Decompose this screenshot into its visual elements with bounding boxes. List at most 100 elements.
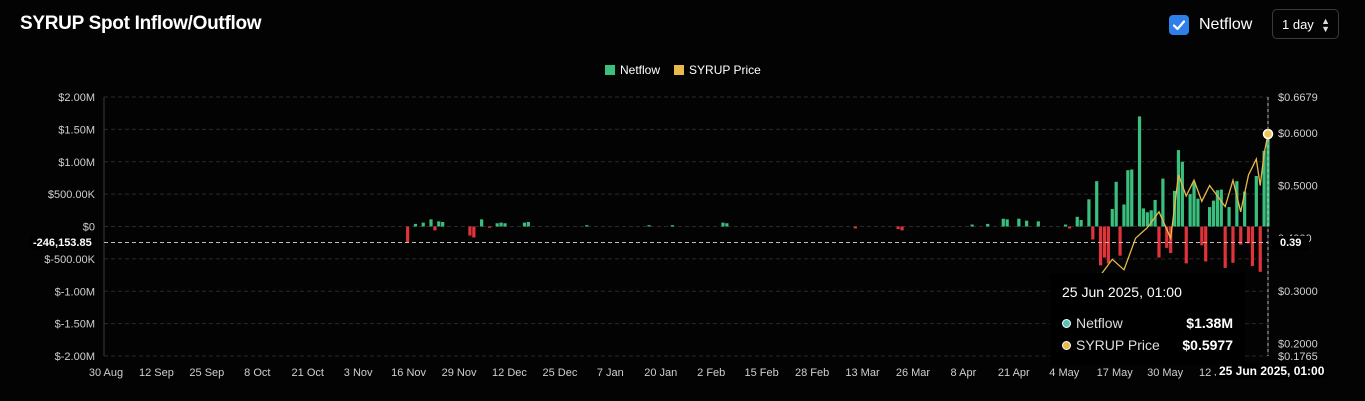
outflow-bar <box>1184 226 1188 264</box>
x-tick-label: 21 Apr <box>998 367 1030 379</box>
outflow-bar <box>1102 226 1107 258</box>
x-tick-label: 13 Mar <box>845 367 880 379</box>
legend-item-price[interactable]: SYRUP Price <box>674 63 761 77</box>
inflow-bar <box>413 223 418 227</box>
outflow-bar <box>468 226 472 236</box>
crosshair-right-value: 0.39 <box>1272 236 1310 250</box>
inflow-bar <box>970 224 974 227</box>
outflow-bar <box>1157 226 1161 258</box>
outflow-bar <box>1165 226 1169 248</box>
outflow-bar <box>1106 226 1110 264</box>
inflow-bar <box>585 225 589 227</box>
inflow-bar <box>1036 221 1040 227</box>
inflow-bar <box>1145 212 1149 227</box>
outflow-bar <box>853 226 857 229</box>
inflow-bar <box>1227 207 1231 227</box>
inflow-bar <box>1192 181 1196 227</box>
x-tick-label: 21 Oct <box>292 367 324 379</box>
x-tick-label: 8 Apr <box>951 367 977 379</box>
outflow-bar <box>1239 226 1243 245</box>
x-tick-label: 25 Sep <box>189 367 224 379</box>
x-tick-label: 15 Feb <box>745 367 779 379</box>
inflow-bar <box>1130 169 1134 227</box>
crosshair-y-value: -246,153.85 <box>30 236 95 250</box>
x-tick-label: 26 Mar <box>896 367 931 379</box>
outflow-bar <box>1067 226 1072 229</box>
tooltip-label-price: SYRUP Price <box>1076 337 1160 353</box>
y-tick-label: $2.00M <box>58 92 95 104</box>
outflow-bar <box>472 226 476 238</box>
inflow-bar <box>1149 210 1153 227</box>
inflow-bar <box>1180 161 1184 227</box>
inflow-bar <box>1063 224 1068 227</box>
inflow-bar <box>1211 200 1216 227</box>
x-tick-label: 16 Nov <box>391 367 426 379</box>
inflow-bar <box>421 222 425 227</box>
interval-select[interactable]: 1 day ▲ ▼ <box>1272 9 1339 39</box>
legend-label-netflow: Netflow <box>620 63 661 77</box>
outflow-bar <box>1231 226 1235 263</box>
x-tick-label: 20 Jan <box>644 367 677 379</box>
outflow-bar <box>406 226 410 243</box>
outflow-bar <box>896 226 900 230</box>
outflow-bar <box>1200 226 1204 246</box>
outflow-bar <box>900 226 904 231</box>
x-tick-label: 8 Oct <box>244 367 270 379</box>
inflow-bar <box>1110 209 1114 227</box>
inflow-bar <box>526 221 530 227</box>
price-dot-icon <box>1062 340 1071 350</box>
x-tick-label: 12 Dec <box>492 367 527 379</box>
x-tick-label: 30 May <box>1147 367 1184 379</box>
outflow-bar <box>1258 226 1262 272</box>
outflow-bar <box>1250 226 1255 266</box>
inflow-bar <box>1141 208 1146 227</box>
outflow-bar <box>1118 226 1122 256</box>
inflow-bar <box>437 221 441 227</box>
inflow-bar <box>1087 199 1091 227</box>
netflow-checkbox[interactable] <box>1169 15 1189 35</box>
netflow-dot-icon <box>1062 318 1071 328</box>
outflow-bar <box>1099 226 1103 266</box>
inflow-bar <box>1219 189 1223 227</box>
y-tick-label: $-1.50M <box>55 319 95 331</box>
outflow-bar <box>1246 226 1251 244</box>
y-tick-label: $1.50M <box>58 124 95 136</box>
inflow-bar <box>986 223 990 227</box>
inflow-bar <box>670 225 674 227</box>
check-icon <box>1172 20 1186 31</box>
x-tick-label: 3 Nov <box>344 367 373 379</box>
outflow-bar <box>433 226 437 231</box>
tooltip-label-netflow: Netflow <box>1076 315 1123 331</box>
inflow-bar <box>1262 150 1266 227</box>
price-line <box>1088 133 1269 287</box>
y-right-tick-label: $0.6679 <box>1278 92 1318 104</box>
inflow-bar <box>1208 207 1212 227</box>
page-title: SYRUP Spot Inflow/Outflow <box>20 13 262 34</box>
inflow-bar <box>503 223 507 227</box>
inflow-bar <box>1176 150 1181 227</box>
y-tick-label: $-1.00M <box>55 286 95 298</box>
tooltip: 25 Jun 2025, 01:00 Netflow $1.38M SYRUP … <box>1050 273 1245 365</box>
inflow-bar <box>495 223 499 227</box>
inflow-bar <box>1254 175 1258 227</box>
y-tick-label: $-500.00K <box>44 254 95 266</box>
outflow-bar <box>1204 226 1208 262</box>
netflow-toggle-label[interactable]: Netflow <box>1199 16 1253 33</box>
y-tick-label: $0 <box>83 222 95 234</box>
tooltip-value-price: $0.5977 <box>1182 337 1233 353</box>
x-tick-label: 12 Sep <box>139 367 174 379</box>
y-tick-label: $1.00M <box>58 157 95 169</box>
x-tick-label: 2 Feb <box>697 367 725 379</box>
inflow-bar <box>480 219 484 227</box>
inflow-bar <box>1196 198 1200 227</box>
inflow-bar <box>1235 181 1239 227</box>
inflow-bar <box>1188 194 1192 227</box>
inflow-bar <box>522 222 527 227</box>
legend-label-price: SYRUP Price <box>689 63 761 77</box>
inflow-bar <box>429 219 433 227</box>
legend-item-netflow[interactable]: Netflow <box>605 63 660 77</box>
inflow-bar <box>1095 181 1099 227</box>
outflow-bar <box>1169 226 1173 254</box>
x-tick-label: 29 Nov <box>442 367 477 379</box>
inflow-bar <box>1114 181 1118 227</box>
